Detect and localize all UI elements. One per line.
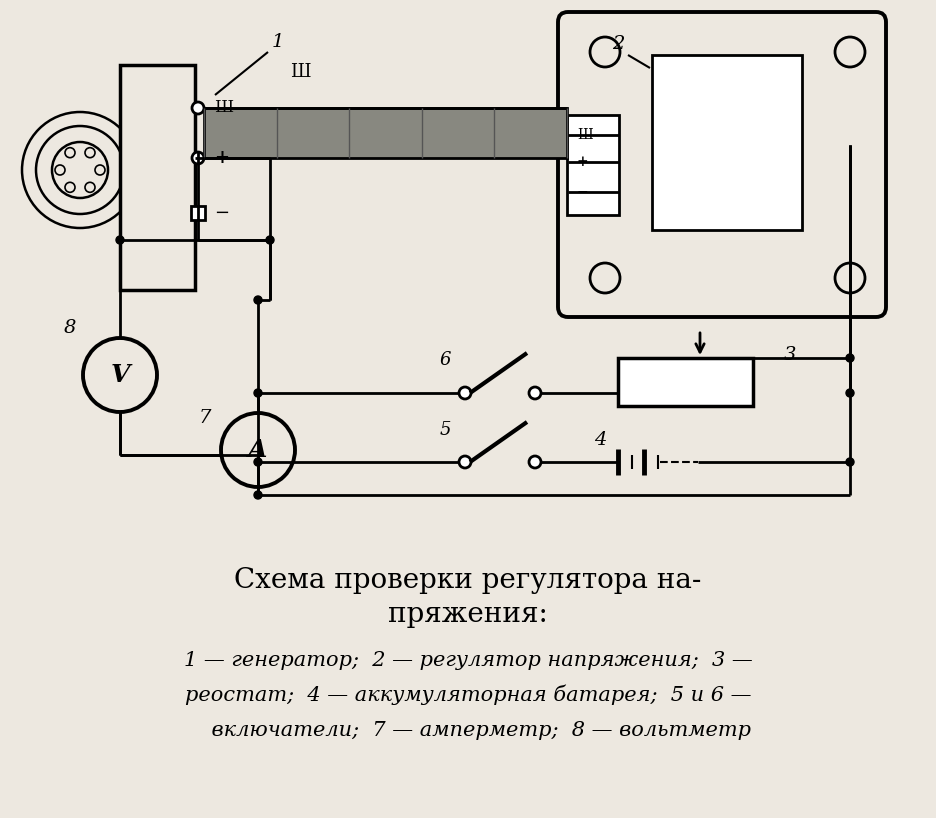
Text: Схема проверки регулятора на-: Схема проверки регулятора на- xyxy=(234,567,702,594)
Bar xyxy=(618,358,753,406)
Bar xyxy=(120,65,195,290)
Text: 1: 1 xyxy=(271,33,285,51)
Circle shape xyxy=(192,152,204,164)
FancyBboxPatch shape xyxy=(558,12,886,317)
Circle shape xyxy=(529,456,541,468)
Text: включатели;  7 — амперметр;  8 — вольтметр: включатели; 7 — амперметр; 8 — вольтметр xyxy=(185,721,751,739)
Text: +: + xyxy=(214,149,229,167)
Circle shape xyxy=(459,387,471,399)
Circle shape xyxy=(116,236,124,244)
Circle shape xyxy=(36,126,124,214)
Text: A: A xyxy=(248,438,268,462)
Circle shape xyxy=(254,458,262,466)
Text: Ш: Ш xyxy=(214,100,233,116)
Bar xyxy=(652,55,802,230)
Circle shape xyxy=(65,182,75,192)
Polygon shape xyxy=(204,108,567,158)
Circle shape xyxy=(846,458,854,466)
Circle shape xyxy=(65,148,75,158)
Circle shape xyxy=(590,37,620,67)
Circle shape xyxy=(52,142,108,198)
Text: 8: 8 xyxy=(64,319,76,337)
Circle shape xyxy=(254,491,262,499)
Text: 4: 4 xyxy=(593,431,607,449)
Text: пряжения:: пряжения: xyxy=(388,601,548,628)
Text: Ш: Ш xyxy=(577,128,592,142)
Circle shape xyxy=(835,263,865,293)
Circle shape xyxy=(590,263,620,293)
Text: +: + xyxy=(577,155,589,169)
Circle shape xyxy=(846,354,854,362)
Text: 6: 6 xyxy=(439,351,451,369)
Circle shape xyxy=(95,165,105,175)
Text: 7: 7 xyxy=(198,409,212,427)
Text: −: − xyxy=(214,204,229,222)
Circle shape xyxy=(192,102,204,114)
Text: 1 — генератор;  2 — регулятор напряжения;  3 —: 1 — генератор; 2 — регулятор напряжения;… xyxy=(183,650,753,669)
Circle shape xyxy=(266,236,274,244)
Circle shape xyxy=(83,338,157,412)
Text: 2: 2 xyxy=(612,35,624,53)
Circle shape xyxy=(221,413,295,487)
Text: реостат;  4 — аккумуляторная батарея;  5 и 6 —: реостат; 4 — аккумуляторная батарея; 5 и… xyxy=(184,685,752,705)
Text: V: V xyxy=(110,363,130,387)
Circle shape xyxy=(835,37,865,67)
Text: 5: 5 xyxy=(439,421,451,439)
Circle shape xyxy=(846,389,854,397)
Bar xyxy=(567,115,619,215)
Circle shape xyxy=(529,387,541,399)
Circle shape xyxy=(459,456,471,468)
Text: −: − xyxy=(577,185,589,199)
Circle shape xyxy=(254,389,262,397)
Text: Ш: Ш xyxy=(290,63,310,81)
Text: 3: 3 xyxy=(783,346,797,364)
Circle shape xyxy=(22,112,138,228)
Circle shape xyxy=(85,148,95,158)
Circle shape xyxy=(55,165,65,175)
Circle shape xyxy=(254,296,262,304)
Circle shape xyxy=(85,182,95,192)
Bar xyxy=(191,206,205,220)
